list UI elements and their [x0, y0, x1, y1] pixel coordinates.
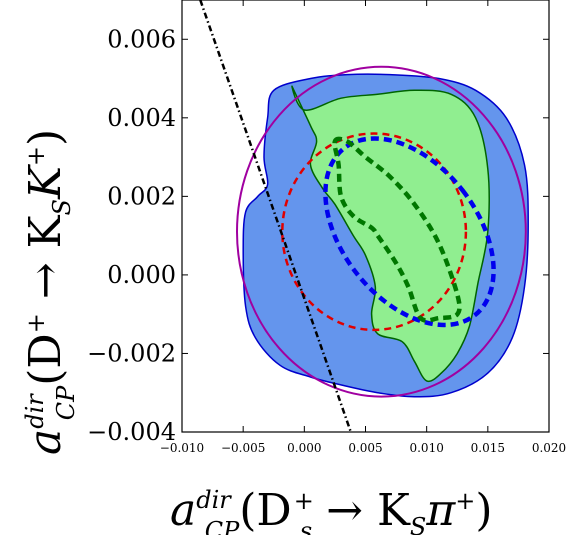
y-tick-label: 0.000 [107, 261, 176, 289]
x-tick-label: 0.000 [287, 441, 321, 455]
green-dashed-contour [332, 136, 462, 323]
red-dashed-ellipse [281, 132, 468, 332]
x-tick-label: 0.010 [409, 441, 443, 455]
y-axis-label: adir CP(D+ → KSK+) [20, 129, 80, 455]
y-tick-label: −0.004 [87, 418, 176, 446]
y-tick-label: 0.004 [107, 104, 176, 132]
x-tick-label: −0.005 [221, 441, 265, 455]
black-dashdot-line [199, 0, 352, 432]
blue-dashed-ellipse [323, 136, 496, 328]
x-axis-label: adir CP(D+ s → KSπ+) [170, 485, 493, 535]
green-confidence-region [291, 85, 490, 383]
y-tick-label: 0.006 [107, 25, 176, 53]
x-tick-label: 0.015 [471, 441, 505, 455]
x-tick-label: 0.005 [348, 441, 382, 455]
x-tick-label: 0.020 [532, 441, 566, 455]
y-tick-label: −0.002 [87, 339, 176, 367]
magenta-ellipse [236, 65, 527, 398]
x-tick-label: −0.010 [160, 441, 204, 455]
y-tick-label: 0.002 [107, 182, 176, 210]
